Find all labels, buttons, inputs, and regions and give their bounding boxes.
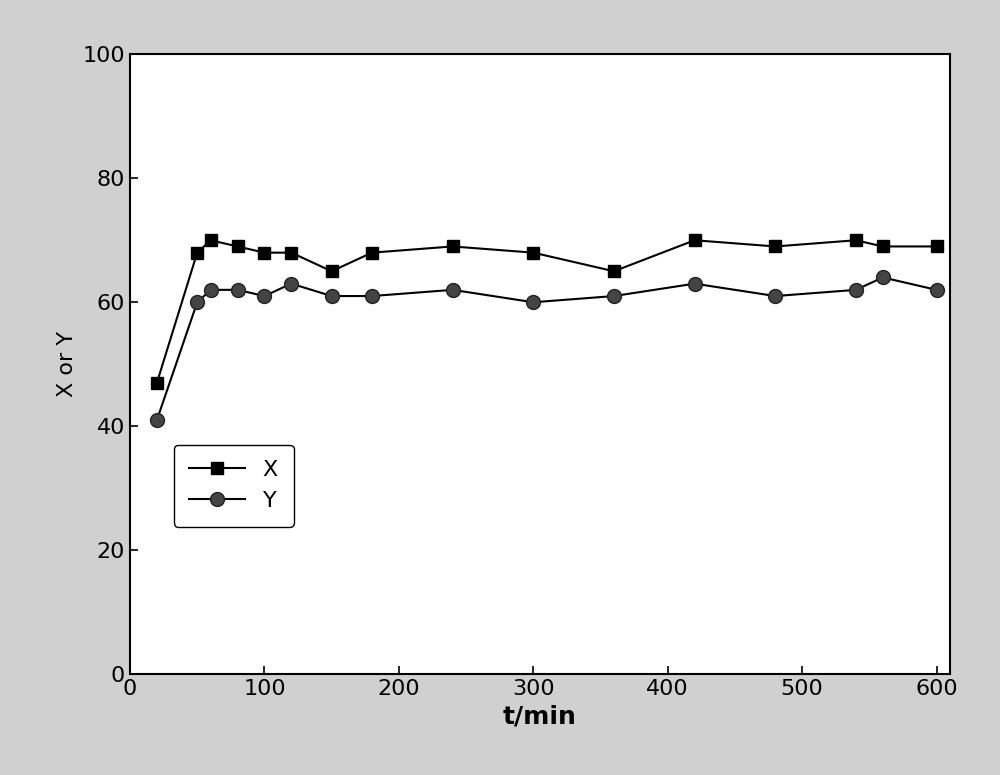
Y [151,415,163,425]
Legend: X, Y: X, Y [174,445,294,527]
X [326,267,338,276]
Y [689,279,701,288]
X [258,248,270,257]
Y [931,285,943,294]
Y [258,291,270,301]
X [877,242,889,251]
Y [850,285,862,294]
X-axis label: t/min: t/min [503,704,577,728]
X [931,242,943,251]
X [366,248,378,257]
X [447,242,459,251]
Y [769,291,781,301]
X [527,248,539,257]
X [285,248,297,257]
Y [608,291,620,301]
Line: X: X [151,235,942,388]
Y [366,291,378,301]
X [850,236,862,245]
Y [232,285,244,294]
X [205,236,217,245]
X [769,242,781,251]
X [232,242,244,251]
Y [877,273,889,282]
X [608,267,620,276]
X [689,236,701,245]
Y [285,279,297,288]
Y [447,285,459,294]
X [151,378,163,388]
Y [191,298,203,307]
Y [326,291,338,301]
X [191,248,203,257]
Y [205,285,217,294]
Y-axis label: X or Y: X or Y [57,331,77,398]
Line: Y: Y [150,270,944,427]
Y [527,298,539,307]
